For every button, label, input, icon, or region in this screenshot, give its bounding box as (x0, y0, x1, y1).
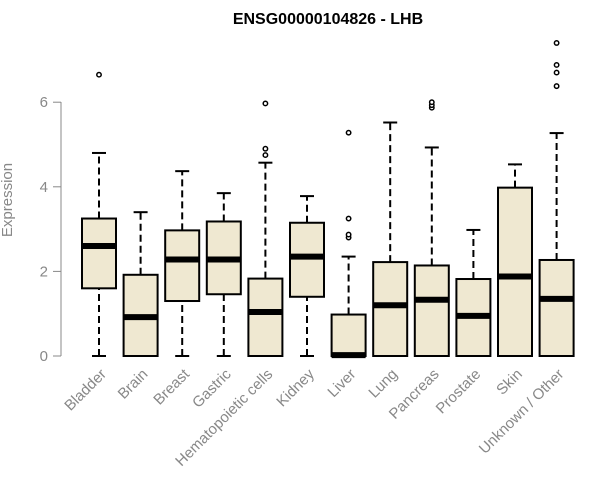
outlier-11-2 (553, 62, 560, 68)
box-11 (538, 40, 575, 358)
x-category-label-6: Liver (324, 366, 359, 401)
box-4 (247, 100, 284, 357)
x-category-label-9: Prostate (433, 366, 485, 418)
y-tick-label-4: 4 (40, 179, 48, 196)
chart-title: ENSG00000104826 - LHB (233, 11, 423, 28)
outlier-6-1 (345, 231, 352, 238)
box-rect-5 (289, 221, 325, 298)
outlier-0-0 (96, 71, 102, 78)
box-rect-11 (538, 258, 575, 358)
y-tick-label-2: 2 (40, 263, 48, 280)
box-5 (289, 195, 325, 357)
x-category-label-1: Brain (115, 366, 152, 403)
y-axis: 0 2 4 6 (40, 94, 61, 365)
outlier-8-2 (428, 99, 435, 106)
outlier-6-3 (345, 129, 352, 136)
box-10 (497, 163, 533, 357)
box-rect-2 (164, 229, 201, 303)
box-0 (81, 71, 117, 357)
box-rect-7 (372, 261, 409, 357)
y-tick-label-6: 6 (40, 94, 48, 111)
box-rect-4 (247, 277, 284, 357)
x-category-label-7: Lung (365, 366, 401, 402)
x-category-label-10: Skin (493, 366, 526, 399)
y-axis-label: Expression (0, 163, 16, 237)
outlier-4-2 (262, 100, 269, 107)
box-rect-10 (497, 186, 533, 357)
outlier-4-0 (262, 152, 269, 159)
outlier-11-3 (553, 40, 560, 46)
outlier-11-0 (553, 83, 560, 90)
box-2 (164, 170, 201, 357)
box-1 (122, 211, 159, 357)
outlier-4-1 (262, 145, 269, 152)
outlier-6-2 (345, 215, 352, 222)
box-9 (455, 228, 492, 358)
plot-area (81, 40, 575, 359)
box-rect-0 (81, 217, 117, 290)
box-8 (413, 99, 450, 357)
box-6 (330, 129, 367, 359)
x-category-label-2: Breast (150, 365, 193, 408)
x-category-label-5: Kidney (273, 365, 318, 410)
y-tick-label-0: 0 (40, 348, 48, 365)
box-rect-6 (330, 313, 367, 357)
box-3 (205, 192, 242, 357)
x-category-label-0: Bladder (61, 366, 110, 415)
outlier-11-1 (553, 69, 560, 76)
box-rect-8 (413, 264, 450, 357)
box-7 (372, 121, 409, 357)
